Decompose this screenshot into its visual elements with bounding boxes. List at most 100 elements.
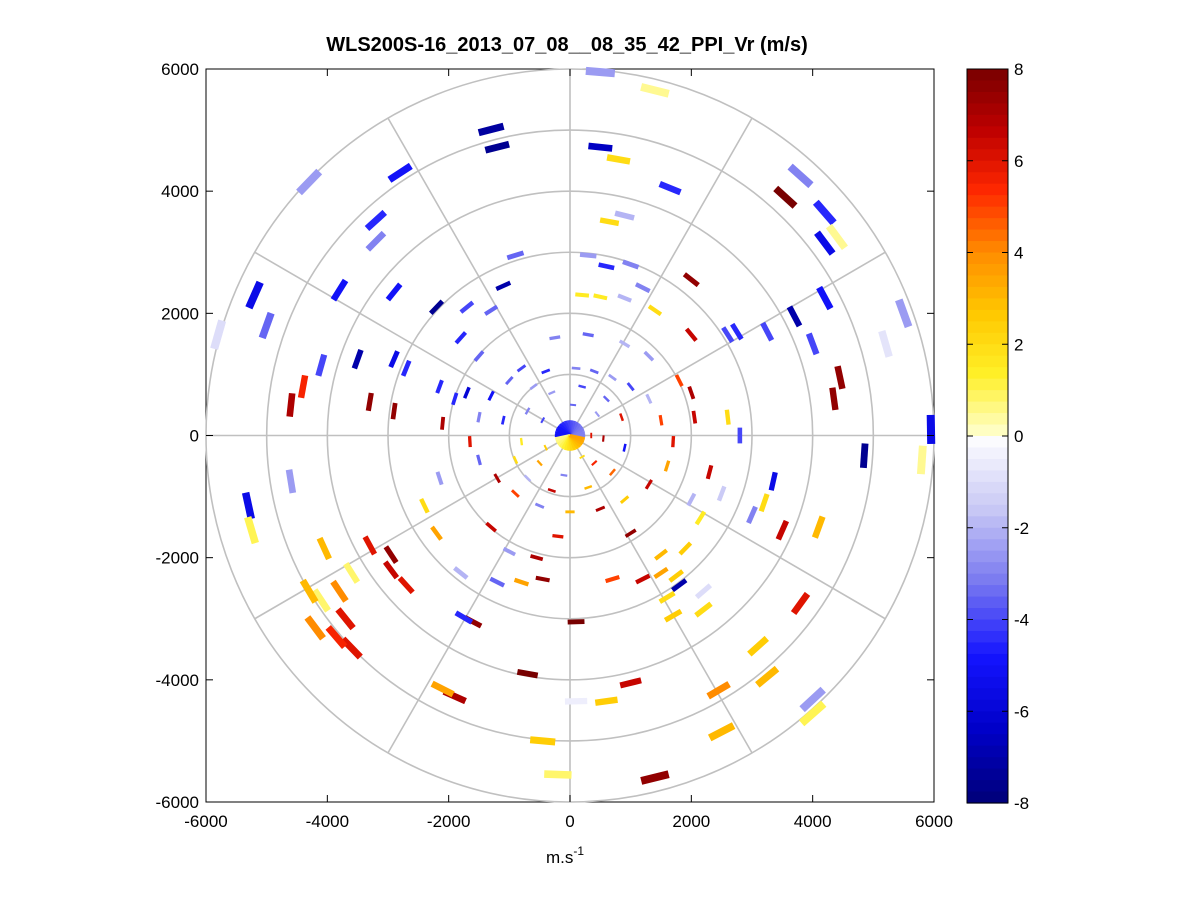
data-point	[608, 373, 617, 382]
colorbar-swatch	[967, 183, 1008, 196]
data-point	[798, 700, 827, 727]
colorbar-swatch	[967, 390, 1008, 403]
y-tick-label: -2000	[156, 549, 199, 568]
data-point	[506, 250, 525, 261]
x-tick-label: 0	[565, 812, 574, 831]
data-point	[591, 460, 598, 466]
colorbar-swatch	[967, 206, 1008, 219]
data-point	[463, 386, 471, 399]
data-point	[758, 493, 770, 513]
data-point	[668, 569, 685, 583]
colorbar-swatch	[967, 298, 1008, 311]
data-point	[351, 348, 364, 370]
data-point	[588, 142, 613, 152]
data-point	[523, 474, 532, 483]
colorbar-swatch	[967, 436, 1008, 449]
data-point	[653, 566, 669, 580]
data-point	[618, 339, 631, 349]
data-point	[687, 386, 696, 400]
data-point	[598, 262, 615, 271]
colorbar-swatch	[967, 653, 1008, 666]
data-point	[787, 163, 814, 189]
colorbar-swatch	[967, 401, 1008, 414]
data-point	[585, 66, 616, 78]
data-marks	[210, 66, 936, 785]
data-point	[467, 436, 472, 448]
x-tick-label: 4000	[794, 812, 832, 831]
data-point	[440, 416, 446, 430]
colorbar-tick-label: 4	[1014, 244, 1023, 263]
colorbar-swatch	[967, 321, 1008, 334]
data-point	[755, 665, 780, 688]
data-point	[513, 577, 530, 587]
colorbar-swatch	[967, 286, 1008, 299]
data-point	[476, 411, 482, 423]
colorbar-swatch	[967, 608, 1008, 621]
colorbar-swatch	[967, 252, 1008, 265]
colorbar-swatch	[967, 241, 1008, 254]
colorbar: 8 6 4 2 0 -2 -4 -6 -8	[966, 60, 1029, 813]
colorbar-swatch	[967, 493, 1008, 506]
colorbar-swatch	[967, 470, 1008, 483]
data-point	[654, 548, 668, 561]
data-point	[706, 681, 731, 700]
data-point	[635, 573, 651, 585]
data-point	[608, 468, 616, 476]
data-point	[529, 383, 538, 391]
data-point	[210, 319, 227, 350]
data-point	[579, 454, 586, 460]
data-point	[829, 387, 839, 411]
data-point	[477, 122, 505, 137]
colorbar-swatch	[967, 699, 1008, 712]
x-tick-label: -4000	[306, 812, 349, 831]
colorbar-swatch	[967, 160, 1008, 173]
data-point	[684, 327, 698, 342]
data-point	[640, 770, 670, 785]
data-point	[721, 326, 735, 344]
data-point	[382, 560, 400, 580]
data-point	[516, 364, 527, 373]
colorbar-swatch	[967, 126, 1008, 139]
data-point	[671, 578, 688, 593]
colorbar-swatch	[967, 172, 1008, 185]
data-point	[536, 459, 543, 467]
data-point	[716, 485, 727, 502]
data-point	[258, 311, 275, 340]
data-point	[504, 375, 514, 386]
colorbar-swatch	[967, 757, 1008, 770]
colorbar-swatch	[967, 516, 1008, 529]
data-point	[768, 471, 778, 491]
colorbar-swatch	[967, 413, 1008, 426]
grid-spoke	[569, 251, 886, 437]
data-point	[453, 566, 469, 580]
data-point	[634, 282, 651, 294]
colorbar-tick-label: -4	[1014, 611, 1029, 630]
data-point	[773, 185, 798, 209]
data-point	[589, 368, 599, 375]
data-point	[489, 576, 506, 588]
data-point	[330, 579, 349, 603]
data-point	[614, 210, 635, 221]
colorbar-swatch	[967, 332, 1008, 345]
grid-spoke	[387, 435, 571, 754]
data-point	[760, 321, 775, 342]
data-point	[387, 162, 413, 183]
data-point	[605, 574, 620, 584]
colorbar-swatch	[967, 585, 1008, 598]
colorbar-swatch	[967, 344, 1008, 357]
colorbar-swatch	[967, 91, 1008, 105]
data-point	[564, 697, 588, 705]
data-point	[658, 590, 676, 604]
data-point	[285, 469, 297, 494]
data-point	[643, 350, 655, 362]
data-point	[548, 390, 556, 396]
data-point	[435, 379, 444, 394]
colorbar-tick-label: 6	[1014, 152, 1023, 171]
data-point	[567, 619, 585, 625]
data-point	[451, 392, 459, 406]
colorbar-swatch	[967, 229, 1008, 242]
data-point	[400, 359, 412, 377]
data-point	[299, 578, 319, 604]
data-point	[571, 366, 581, 371]
grid-spoke	[569, 117, 753, 436]
